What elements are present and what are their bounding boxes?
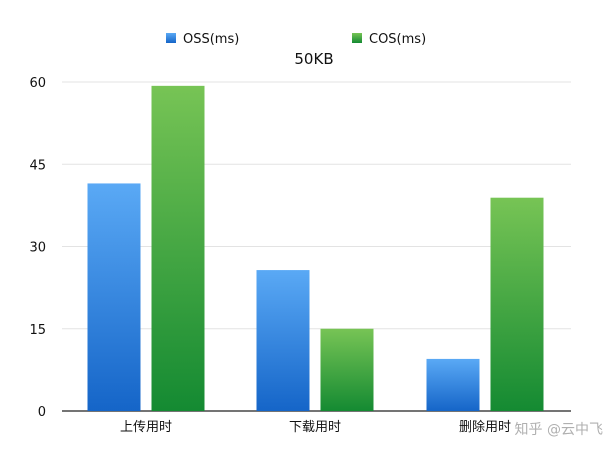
y-axis-ticks: 0 15 30 45 60 [29,76,46,420]
gridlines [62,81,571,412]
legend-item-cos: COS(ms) [352,32,426,47]
bar-oss-2 [256,270,310,411]
chart-title: 50KB [294,50,333,68]
y-tick-label: 45 [29,158,46,173]
y-tick-label: 15 [29,323,46,338]
legend-swatch-cos [352,33,362,43]
bar-cos-3 [490,197,544,411]
bar-oss-3 [426,358,480,411]
y-tick-label: 0 [38,405,46,420]
bar-cos-1 [151,85,205,412]
y-tick-label: 60 [29,76,46,91]
legend: OSS(ms) COS(ms) [166,32,426,47]
legend-item-oss: OSS(ms) [166,32,239,47]
x-tick-label: 上传用时 [120,420,172,435]
legend-swatch-oss [166,33,176,43]
bar-cos-2 [320,328,374,411]
bar-oss-1 [87,183,141,411]
x-axis-ticks: 上传用时 下载用时 删除用时 [120,420,511,435]
bars [87,85,544,412]
legend-label-oss: OSS(ms) [183,32,239,47]
y-tick-label: 30 [29,241,46,256]
x-tick-label: 删除用时 [459,420,511,435]
watermark-text: 知乎 @云中飞 [515,421,603,438]
x-tick-label: 下载用时 [289,420,341,435]
legend-label-cos: COS(ms) [369,32,426,47]
